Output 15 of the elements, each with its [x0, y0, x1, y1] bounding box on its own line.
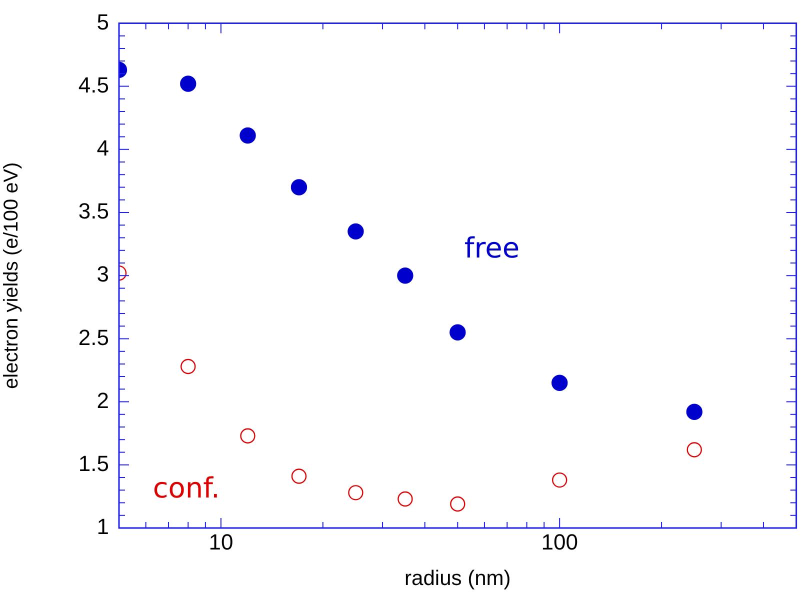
x-axis-title: radius (nm): [404, 567, 511, 590]
y-tick-label: 3: [96, 262, 109, 287]
x-tick-label: 100: [541, 529, 578, 554]
y-tick-label: 1: [96, 514, 109, 540]
y-tick-label: 4.5: [78, 72, 109, 98]
y-tick-label: 2: [96, 388, 109, 413]
y-tick-label: 2.5: [78, 324, 109, 350]
series-label: conf.: [152, 471, 220, 504]
y-tick-label: 1.5: [78, 450, 109, 476]
x-tick-label: 10: [208, 529, 234, 554]
y-tick-label: 4: [96, 135, 109, 160]
y-tick-label: 5: [96, 9, 109, 34]
y-axis-title: electron yields (e/100 eV): [0, 162, 23, 389]
series-label: free: [464, 232, 520, 265]
y-tick-label: 3.5: [78, 198, 109, 224]
